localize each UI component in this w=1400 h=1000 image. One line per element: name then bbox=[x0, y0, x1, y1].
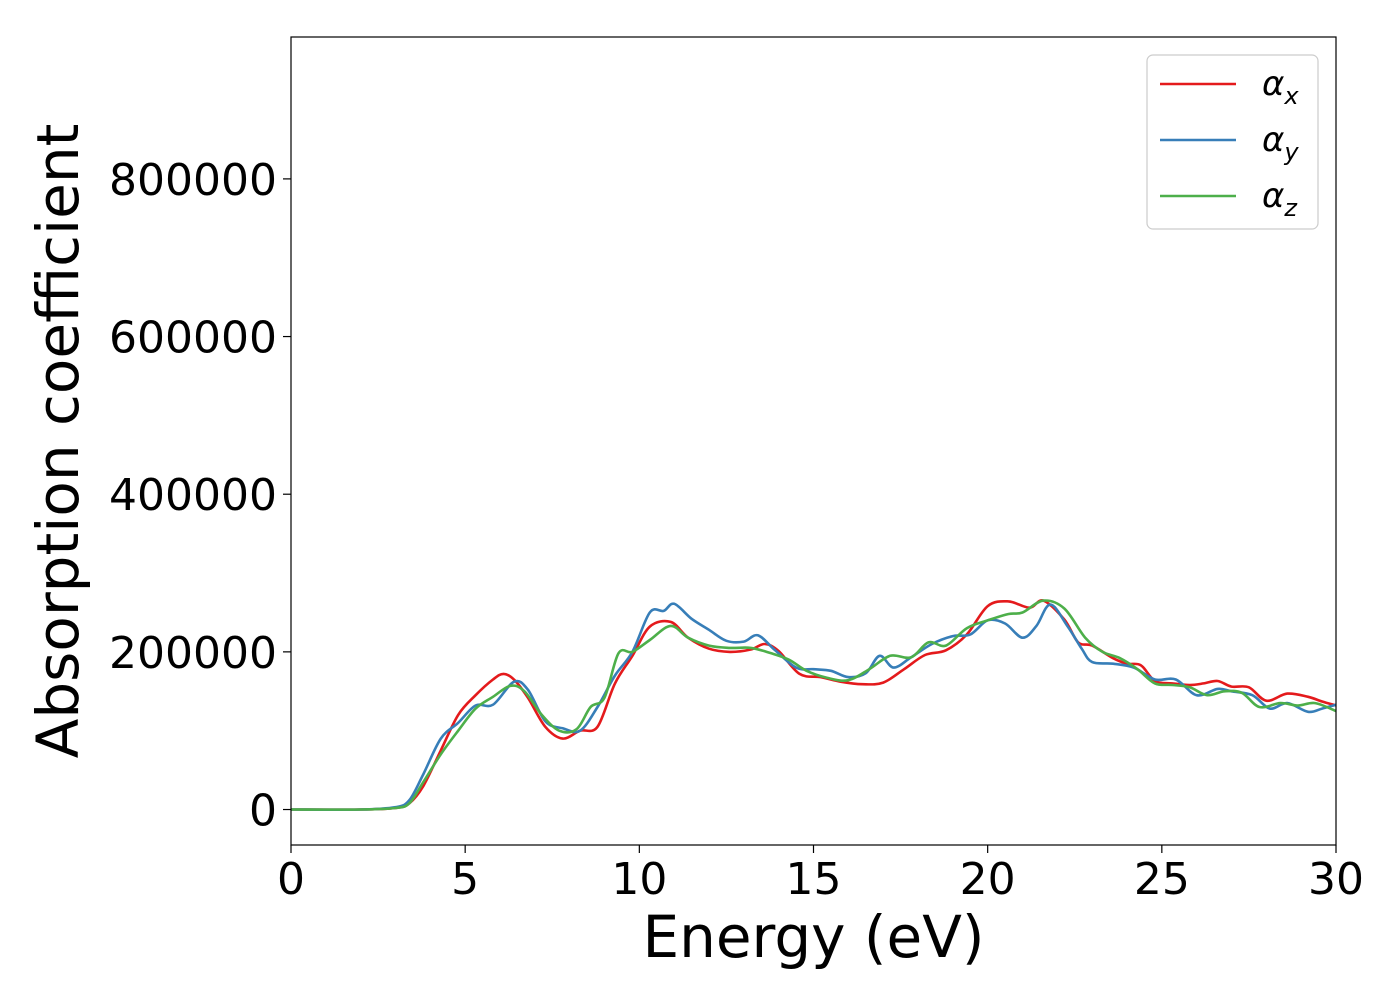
series-line-z bbox=[290, 599, 1337, 811]
legend-box bbox=[1146, 54, 1319, 230]
y-tick-label: 200000 bbox=[109, 628, 277, 679]
x-tick-label: 0 bbox=[277, 854, 305, 905]
legend-label-z: αz bbox=[1262, 176, 1298, 222]
legend: αx αy αz bbox=[1146, 54, 1319, 230]
series-layer bbox=[290, 599, 1337, 811]
x-tick-label: 10 bbox=[611, 854, 667, 905]
y-tick-label: 600000 bbox=[109, 313, 277, 364]
x-axis-label: Energy (eV) bbox=[642, 903, 984, 971]
x-tick-label: 15 bbox=[786, 854, 842, 905]
series-line-y bbox=[290, 602, 1337, 811]
x-tick-label: 30 bbox=[1308, 854, 1364, 905]
legend-label-x: αx bbox=[1262, 64, 1299, 110]
y-tick-label: 0 bbox=[249, 786, 277, 837]
y-axis-label: Absorption coefficient bbox=[24, 124, 92, 759]
legend-label-y: αy bbox=[1262, 120, 1299, 166]
x-tick-label: 5 bbox=[451, 854, 479, 905]
y-tick-label: 800000 bbox=[109, 155, 277, 206]
legend-entries: αx αy αz bbox=[1160, 64, 1299, 222]
x-tick-label: 20 bbox=[960, 854, 1016, 905]
series-line-x bbox=[290, 599, 1337, 811]
x-axis-ticks: 0 5 10 15 20 25 30 bbox=[277, 845, 1364, 905]
x-tick-label: 25 bbox=[1134, 854, 1190, 905]
y-axis-ticks: 0 200000 400000 600000 800000 bbox=[109, 155, 291, 837]
y-tick-label: 400000 bbox=[109, 470, 277, 521]
